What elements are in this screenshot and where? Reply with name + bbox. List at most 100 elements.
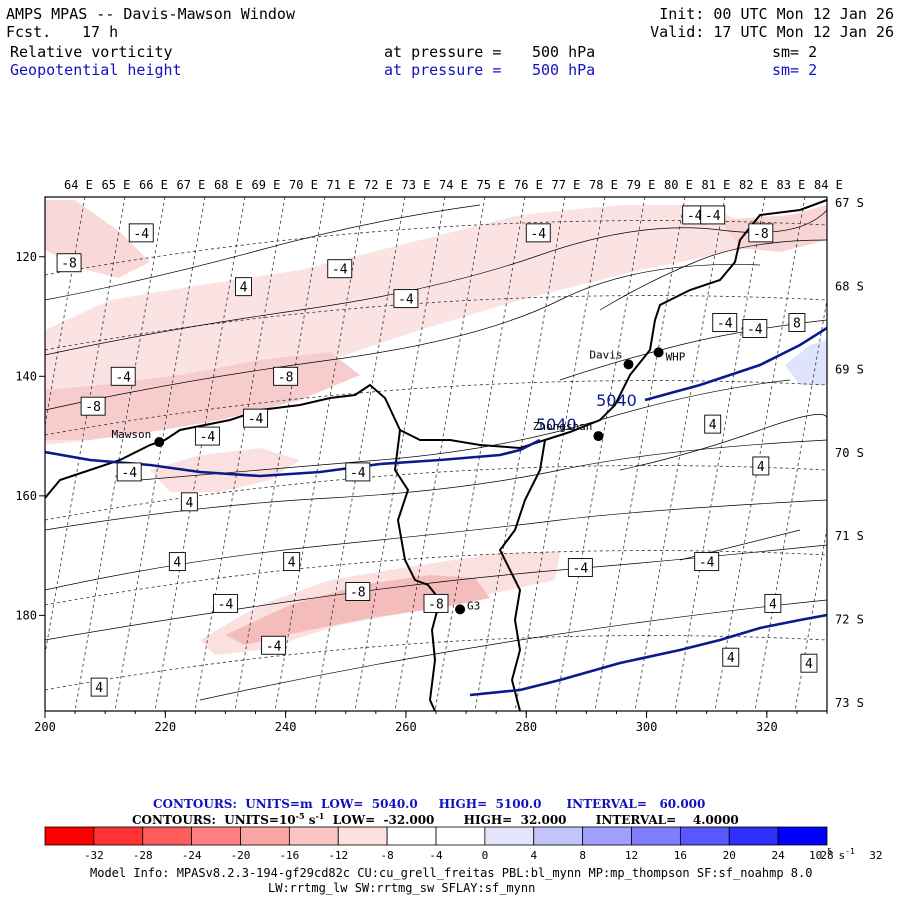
latitude-label: 67 S bbox=[835, 196, 864, 210]
meridian-line bbox=[314, 197, 406, 711]
latitude-label: 69 S bbox=[835, 363, 864, 377]
colorbar-swatch bbox=[777, 826, 828, 846]
vorticity-label-box bbox=[748, 223, 774, 243]
colorbar-swatch bbox=[728, 826, 779, 846]
parallel-line bbox=[45, 380, 827, 436]
y-tick-label: 180 bbox=[15, 608, 37, 622]
vorticity-label-box bbox=[180, 492, 198, 512]
vorticity-label-box bbox=[90, 677, 108, 697]
colorbar-label: 8 bbox=[579, 849, 586, 862]
field2-name: Geopotential height bbox=[10, 61, 182, 79]
meridian-line bbox=[554, 197, 646, 711]
vorticity-label: -8 bbox=[350, 585, 366, 600]
station-label: Mawson bbox=[112, 428, 152, 441]
latitude-label: 70 S bbox=[835, 446, 864, 460]
meridian-line bbox=[234, 197, 326, 711]
station-marker bbox=[593, 431, 604, 442]
x-tick-label: 200 bbox=[34, 720, 56, 734]
vorticity-label-box bbox=[273, 366, 299, 386]
colorbar-swatch bbox=[191, 826, 241, 846]
colorbar-swatch bbox=[484, 826, 535, 846]
vorticity-label: -4 bbox=[218, 597, 234, 612]
x-tick-label: 280 bbox=[515, 720, 537, 734]
longitude-label: 70 E bbox=[289, 178, 318, 192]
longitude-label: 78 E bbox=[589, 178, 618, 192]
colorbar-label: -24 bbox=[182, 849, 202, 862]
vorticity-label: -4 bbox=[332, 263, 348, 278]
colorbar-label: 16 bbox=[674, 849, 687, 862]
y-tick-label: 120 bbox=[15, 250, 37, 264]
vorticity-label: -8 bbox=[85, 400, 101, 415]
longitude-label: 75 E bbox=[477, 178, 506, 192]
longitude-label: 82 E bbox=[739, 178, 768, 192]
x-tick-label: 300 bbox=[636, 720, 658, 734]
vorticity-label: 4 bbox=[709, 418, 717, 433]
vorticity-label-box bbox=[393, 289, 419, 309]
pos-vort-patch bbox=[785, 340, 827, 385]
vorticity-label: -8 bbox=[428, 597, 444, 612]
colorbar-swatch bbox=[337, 826, 388, 846]
vorticity-label: -4 bbox=[747, 322, 763, 337]
vorticity-label-box bbox=[345, 462, 371, 482]
meridian-line bbox=[754, 297, 827, 711]
station-label: Zhongshan bbox=[533, 420, 593, 433]
vorticity-label-box bbox=[345, 582, 371, 601]
vorticity-label: -4 bbox=[266, 639, 282, 654]
field1-name: Relative vorticity bbox=[10, 43, 173, 61]
vorticity-label: 4 bbox=[769, 597, 777, 612]
contour2-prefix: CONTOURS: UNITS=10 bbox=[132, 813, 296, 827]
vorticity-label: 4 bbox=[288, 556, 296, 571]
vorticity-label-box bbox=[704, 414, 722, 434]
station-marker bbox=[653, 347, 664, 358]
height-contour-info: CONTOURS: UNITS=m LOW= 5040.0 HIGH= 5100… bbox=[153, 797, 706, 811]
vorticity-label: 4 bbox=[173, 556, 181, 571]
contour2-tail: LOW= -32.000 HIGH= 32.000 INTERVAL= 4.00… bbox=[324, 813, 739, 827]
contour2-sup: -5 bbox=[295, 811, 305, 821]
vorticity-label-box bbox=[327, 259, 353, 279]
colorbar-swatch bbox=[533, 826, 584, 846]
vorticity-label: -4 bbox=[398, 293, 414, 308]
vorticity-label-box bbox=[567, 558, 593, 578]
parallel-line bbox=[45, 295, 827, 351]
forecast-value: 17 h bbox=[82, 23, 119, 41]
valid-time: Valid: 17 UTC Mon 12 Jan 26 bbox=[650, 23, 894, 41]
colorbar-label: 32 bbox=[869, 849, 882, 862]
vorticity-label-box bbox=[525, 223, 551, 243]
longitude-labels: 64 E 65 E 66 E 67 E 68 E 69 E 70 E 71 E 72 E 73 E… bbox=[64, 178, 843, 192]
contour2-sup2: -1 bbox=[315, 811, 325, 821]
vorticity-label: -4 bbox=[115, 370, 131, 385]
colorbar-label: -20 bbox=[231, 849, 251, 862]
vorticity-label-box bbox=[110, 366, 136, 386]
latitude-label: 72 S bbox=[835, 613, 864, 627]
meridian-line bbox=[514, 197, 606, 711]
colorbar-label: -12 bbox=[328, 849, 348, 862]
vorticity-labels: -8-4-4-4-4 -4-84-4-4 -4 8-4 -8-8-4-444-4 -444… bbox=[56, 205, 818, 697]
colorbar-label: 28 bbox=[820, 849, 833, 862]
longitude-label: 64 E bbox=[64, 178, 93, 192]
vorticity-label: -4 bbox=[350, 466, 366, 481]
x-tick-label: 240 bbox=[275, 720, 297, 734]
latitude-labels: 67 S 68 S 69 S 70 S 71 S 72 S 73 S bbox=[835, 196, 864, 710]
vorticity-label-box bbox=[712, 313, 738, 332]
colorbar-swatch bbox=[93, 826, 144, 846]
parallel-line bbox=[45, 220, 827, 276]
latitude-label: 73 S bbox=[835, 696, 864, 710]
vorticity-label: -4 bbox=[717, 317, 733, 332]
colorbar-label: -16 bbox=[279, 849, 299, 862]
colorbar-units-exp: -5 bbox=[822, 847, 832, 856]
vorticity-shading bbox=[45, 200, 827, 655]
vorticity-label-box bbox=[194, 426, 220, 446]
vorticity-label-box bbox=[261, 635, 287, 655]
latitude-label: 68 S bbox=[835, 279, 864, 293]
colorbar-swatch bbox=[435, 826, 486, 846]
vorticity-label: -4 bbox=[121, 466, 137, 481]
neg-vort-band-7 bbox=[720, 205, 827, 252]
station-marker bbox=[154, 437, 165, 448]
longitude-label: 74 E bbox=[439, 178, 468, 192]
station-label: G3 bbox=[467, 599, 480, 612]
vorticity-label: -8 bbox=[753, 227, 769, 242]
vorticity-label-box bbox=[56, 253, 82, 273]
y-axis: 120 140 160 180 bbox=[15, 250, 45, 622]
vorticity-label: -4 bbox=[200, 430, 216, 445]
